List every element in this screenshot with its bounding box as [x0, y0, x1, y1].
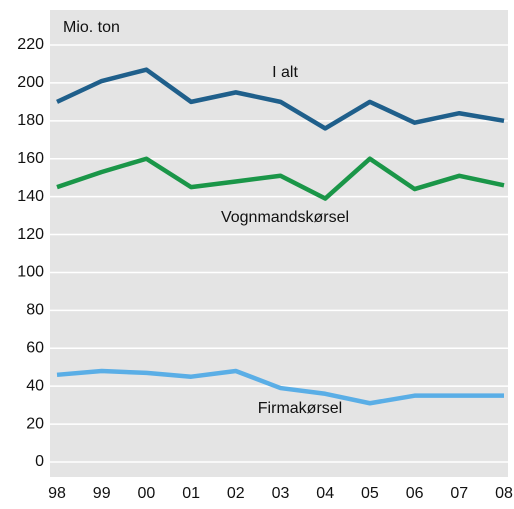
y-tick-label: 140 [17, 188, 44, 205]
y-tick-label: 20 [26, 415, 44, 432]
y-tick-label: 200 [17, 74, 44, 91]
y-tick-label: 100 [17, 264, 44, 281]
y-tick-label: 160 [17, 150, 44, 167]
series-line [56, 67, 505, 131]
x-tick-label: 07 [450, 485, 468, 502]
y-axis-label: Mio. ton [63, 19, 120, 36]
x-tick-label: 08 [495, 485, 513, 502]
y-tick-label: 180 [17, 112, 44, 129]
x-tick-label: 01 [182, 485, 200, 502]
y-tick-label: 40 [26, 377, 44, 394]
x-tick-label: 99 [93, 485, 111, 502]
y-tick-label: 120 [17, 226, 44, 243]
y-tick-label: 0 [35, 453, 44, 470]
y-tick-label: 80 [26, 302, 44, 319]
series-label: Vognmandskørsel [221, 209, 349, 226]
series-label: I alt [272, 64, 298, 81]
x-tick-label: 02 [227, 485, 245, 502]
series-line [56, 368, 504, 406]
plot-area [50, 10, 508, 477]
y-tick-label: 220 [17, 36, 44, 53]
x-tick-label: 04 [316, 485, 334, 502]
series-label: Firmakørsel [258, 400, 342, 417]
x-tick-label: 98 [48, 485, 66, 502]
series-line [56, 156, 505, 201]
x-tick-label: 05 [361, 485, 379, 502]
y-tick-label: 60 [26, 339, 44, 356]
x-tick-label: 06 [406, 485, 424, 502]
x-tick-label: 03 [272, 485, 290, 502]
x-tick-label: 00 [138, 485, 156, 502]
